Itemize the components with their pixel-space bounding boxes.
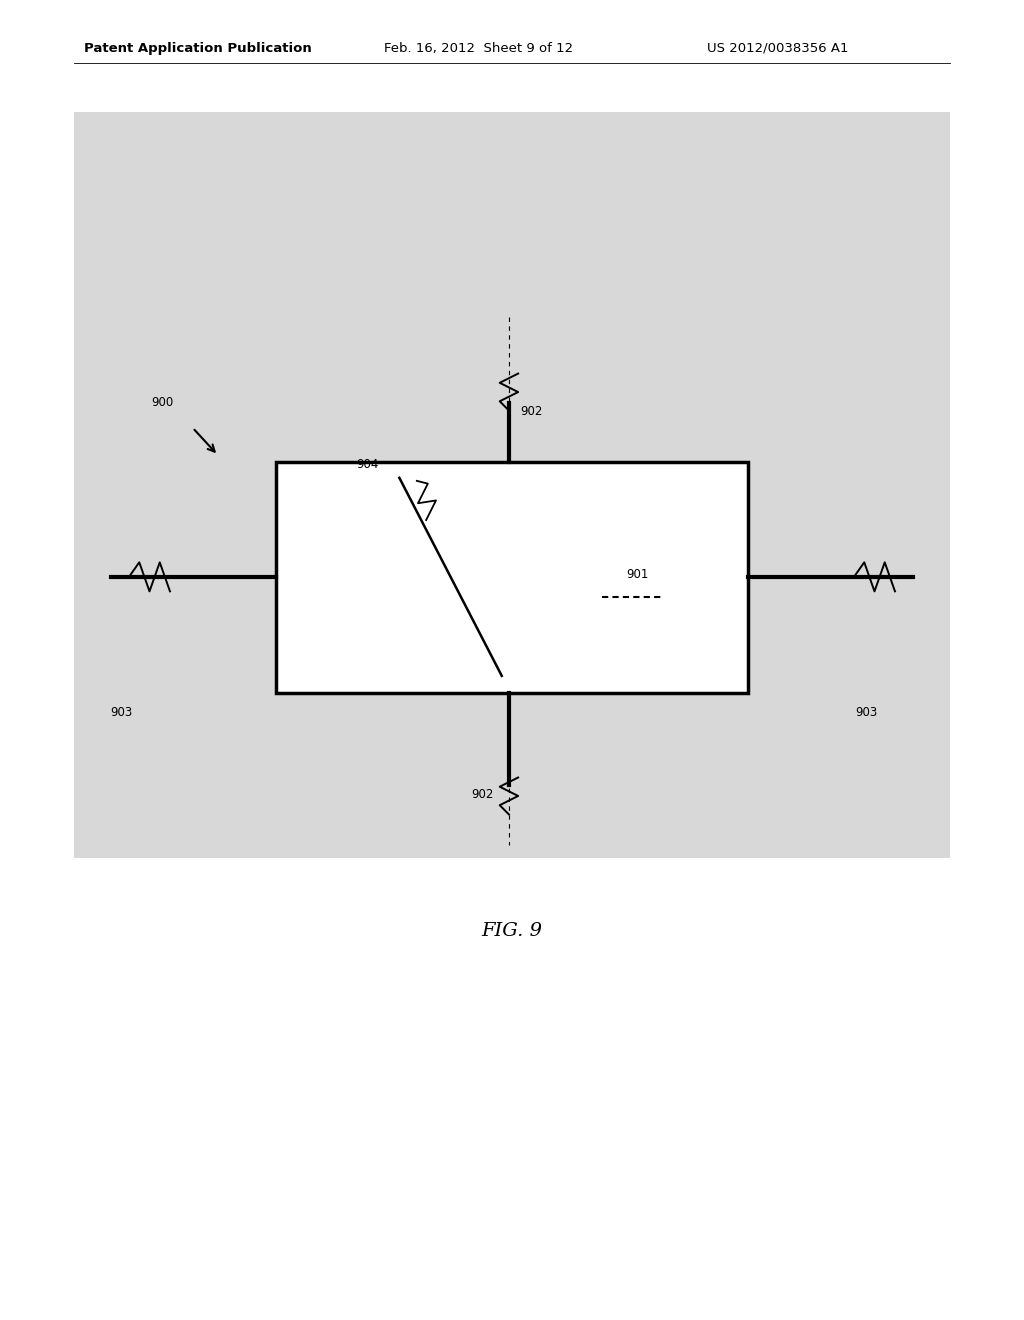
Text: 904: 904	[356, 458, 379, 471]
Bar	[74, 112, 950, 858]
Text: FIG. 9: FIG. 9	[481, 921, 543, 940]
Text: 903: 903	[855, 706, 878, 719]
Text: Patent Application Publication: Patent Application Publication	[84, 42, 311, 54]
Text: Feb. 16, 2012  Sheet 9 of 12: Feb. 16, 2012 Sheet 9 of 12	[384, 42, 573, 54]
Text: 903: 903	[111, 706, 133, 719]
Text: 901: 901	[627, 568, 649, 581]
Text: 902: 902	[471, 788, 494, 801]
Bar	[276, 462, 748, 693]
Text: US 2012/0038356 A1: US 2012/0038356 A1	[707, 42, 848, 54]
Text: 900: 900	[152, 396, 174, 409]
Text: 902: 902	[520, 405, 543, 418]
